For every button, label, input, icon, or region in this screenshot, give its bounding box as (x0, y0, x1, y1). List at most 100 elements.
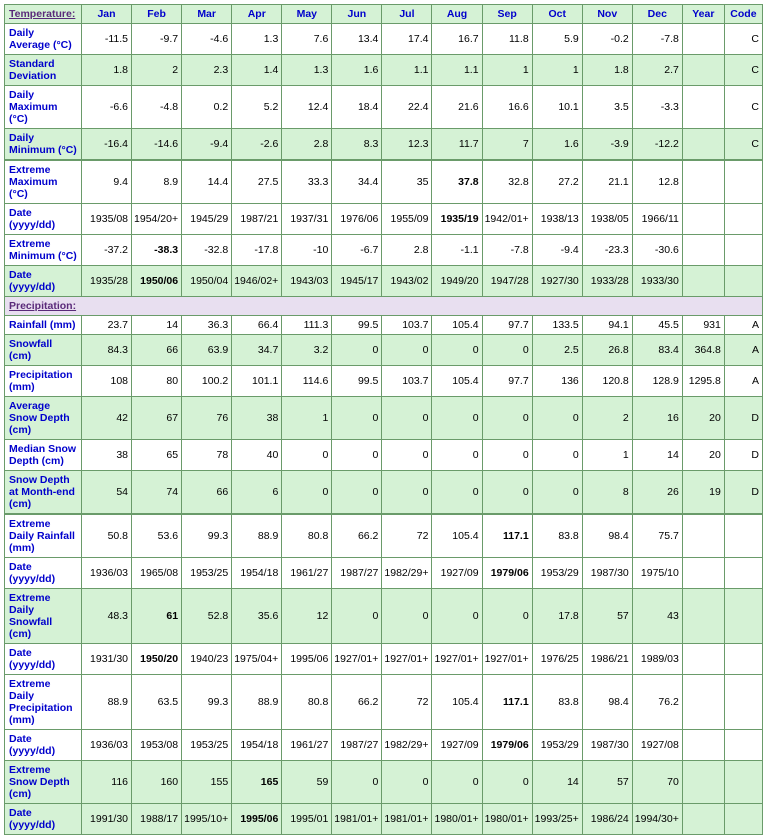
row-label-link[interactable]: Rainfall (mm) (9, 319, 76, 331)
row-label-link[interactable]: Standard Deviation (9, 58, 56, 82)
row-label[interactable]: Precipitation (mm) (5, 366, 82, 397)
value-cell: 1936/03 (82, 558, 132, 589)
value-cell: 14 (632, 440, 682, 471)
row-label[interactable]: Extreme Snow Depth (cm) (5, 761, 82, 804)
row-label-link[interactable]: Extreme Daily Precipitation (mm) (9, 678, 73, 726)
value-cell: 1988/17 (132, 804, 182, 835)
value-cell: 0 (432, 589, 482, 644)
row-label-link[interactable]: Date (yyyy/dd) (9, 207, 55, 231)
value-cell: 66.2 (332, 514, 382, 558)
row-label[interactable]: Date (yyyy/dd) (5, 204, 82, 235)
value-cell: 65 (132, 440, 182, 471)
row-label[interactable]: Date (yyyy/dd) (5, 804, 82, 835)
row-label-link[interactable]: Precipitation (mm) (9, 369, 73, 393)
value-cell: 80.8 (282, 514, 332, 558)
value-cell: 0 (332, 335, 382, 366)
value-cell: -12.2 (632, 129, 682, 161)
row-label[interactable]: Daily Minimum (°C) (5, 129, 82, 161)
row-label[interactable]: Date (yyyy/dd) (5, 644, 82, 675)
row-label[interactable]: Daily Maximum (°C) (5, 86, 82, 129)
row-label-link[interactable]: Date (yyyy/dd) (9, 807, 55, 831)
month-header-may[interactable]: May (282, 5, 332, 24)
month-header-oct[interactable]: Oct (532, 5, 582, 24)
row-label-link[interactable]: Extreme Daily Rainfall (mm) (9, 518, 75, 554)
month-header-jan[interactable]: Jan (82, 5, 132, 24)
header-row: Temperature: Jan Feb Mar Apr May Jun Jul Aug Sep O… (5, 5, 763, 24)
row-label-link[interactable]: Median Snow Depth (cm) (9, 443, 76, 467)
row-label[interactable]: Extreme Minimum (°C) (5, 235, 82, 266)
value-cell: 1949/20 (432, 266, 482, 297)
row-label-link[interactable]: Date (yyyy/dd) (9, 561, 55, 585)
row-label-link[interactable]: Daily Average (°C) (9, 27, 72, 51)
month-link-may[interactable]: May (297, 8, 317, 20)
value-cell: 0 (532, 397, 582, 440)
month-header-nov[interactable]: Nov (582, 5, 632, 24)
month-header-apr[interactable]: Apr (232, 5, 282, 24)
month-link-dec[interactable]: Dec (648, 8, 667, 20)
row-label[interactable]: Extreme Daily Snowfall (cm) (5, 589, 82, 644)
value-cell: 23.7 (82, 316, 132, 335)
row-label-link[interactable]: Daily Minimum (°C) (9, 132, 77, 156)
row-label-link[interactable]: Date (yyyy/dd) (9, 647, 55, 671)
row-label-link[interactable]: Extreme Snow Depth (cm) (9, 764, 70, 800)
row-label[interactable]: Standard Deviation (5, 55, 82, 86)
code-cell: D (724, 471, 762, 515)
value-cell: 38 (232, 397, 282, 440)
row-label[interactable]: Daily Average (°C) (5, 24, 82, 55)
month-link-aug[interactable]: Aug (447, 8, 467, 20)
month-link-nov[interactable]: Nov (597, 8, 617, 20)
value-cell: 1982/29+ (382, 730, 432, 761)
value-cell: 1953/25 (182, 558, 232, 589)
value-cell: 1933/30 (632, 266, 682, 297)
month-link-sep[interactable]: Sep (497, 8, 516, 20)
row-label-link[interactable]: Extreme Minimum (°C) (9, 238, 77, 262)
month-header-sep[interactable]: Sep (482, 5, 532, 24)
row-label-link[interactable]: Extreme Daily Snowfall (cm) (9, 592, 52, 640)
value-cell: 21.1 (582, 160, 632, 204)
code-header[interactable]: Code (724, 5, 762, 24)
month-header-dec[interactable]: Dec (632, 5, 682, 24)
row-label-link[interactable]: Snow Depth at Month-end (cm) (9, 474, 75, 510)
row-label[interactable]: Extreme Daily Rainfall (mm) (5, 514, 82, 558)
row-label[interactable]: Extreme Maximum (°C) (5, 160, 82, 204)
month-header-jun[interactable]: Jun (332, 5, 382, 24)
value-cell: 108 (82, 366, 132, 397)
value-cell: -3.3 (632, 86, 682, 129)
row-label[interactable]: Rainfall (mm) (5, 316, 82, 335)
temperature-header-label: Temperature: (5, 5, 82, 24)
row-label[interactable]: Date (yyyy/dd) (5, 266, 82, 297)
row-label-link[interactable]: Snowfall (cm) (9, 338, 52, 362)
row-label-link[interactable]: Date (yyyy/dd) (9, 269, 55, 293)
row-label-link[interactable]: Extreme Maximum (°C) (9, 164, 57, 200)
month-link-jul[interactable]: Jul (399, 8, 414, 20)
value-cell: 0 (482, 761, 532, 804)
row-label[interactable]: Date (yyyy/dd) (5, 730, 82, 761)
month-header-mar[interactable]: Mar (182, 5, 232, 24)
row-label[interactable]: Average Snow Depth (cm) (5, 397, 82, 440)
month-link-feb[interactable]: Feb (147, 8, 166, 20)
row-label-link[interactable]: Daily Maximum (°C) (9, 89, 57, 125)
value-cell: 36.3 (182, 316, 232, 335)
row-label[interactable]: Extreme Daily Precipitation (mm) (5, 675, 82, 730)
row-label[interactable]: Median Snow Depth (cm) (5, 440, 82, 471)
row-label[interactable]: Date (yyyy/dd) (5, 558, 82, 589)
month-header-jul[interactable]: Jul (382, 5, 432, 24)
row-label-link[interactable]: Average Snow Depth (cm) (9, 400, 70, 436)
value-cell: 1943/02 (382, 266, 432, 297)
row-label[interactable]: Snow Depth at Month-end (cm) (5, 471, 82, 515)
month-link-oct[interactable]: Oct (548, 8, 566, 20)
month-header-feb[interactable]: Feb (132, 5, 182, 24)
month-link-apr[interactable]: Apr (248, 8, 266, 20)
month-link-jun[interactable]: Jun (348, 8, 367, 20)
month-link-jan[interactable]: Jan (97, 8, 115, 20)
month-link-mar[interactable]: Mar (197, 8, 216, 20)
row-label-link[interactable]: Date (yyyy/dd) (9, 733, 55, 757)
value-cell: 66 (182, 471, 232, 515)
row-label[interactable]: Snowfall (cm) (5, 335, 82, 366)
value-cell: 0 (532, 471, 582, 515)
year-link[interactable]: Year (692, 8, 714, 20)
code-link[interactable]: Code (730, 8, 756, 20)
year-header[interactable]: Year (682, 5, 724, 24)
month-header-aug[interactable]: Aug (432, 5, 482, 24)
value-cell: 0 (282, 440, 332, 471)
